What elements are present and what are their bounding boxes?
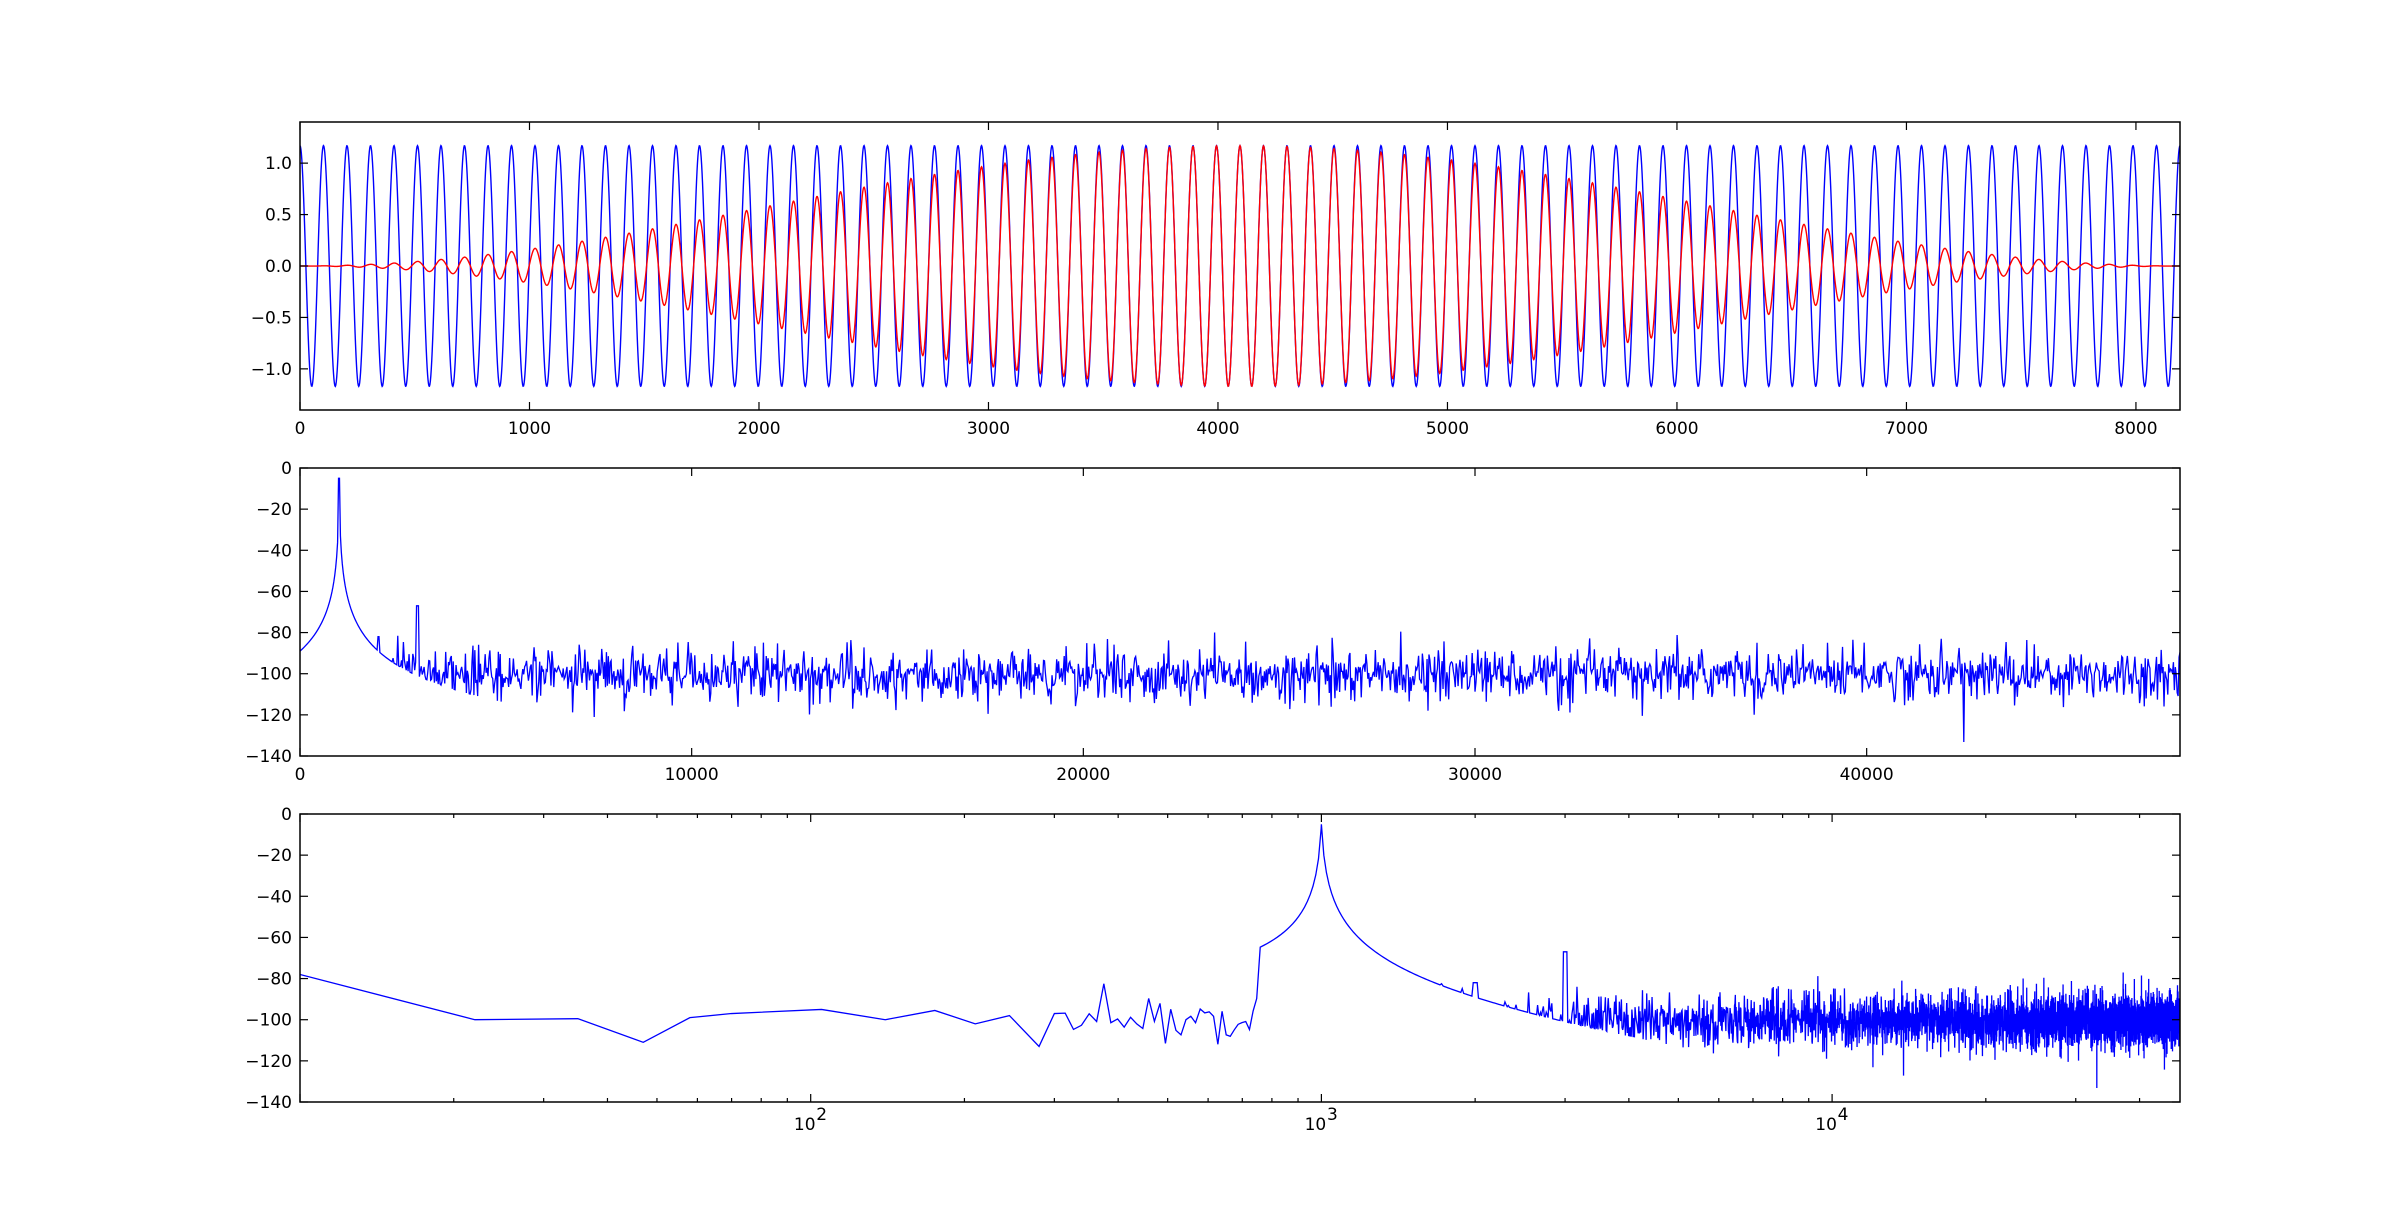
time-domain-panel: 0 1000 2000 3000 4000 5000 6000 7000 8000 1.0 0.5 0…	[251, 121, 2181, 439]
y-tick-label: −60	[256, 928, 292, 948]
x-tick-label: 2000	[737, 419, 780, 439]
axes-frame	[299, 121, 2181, 411]
y-tick-label: 0.0	[265, 257, 292, 277]
x-tick-label: 5000	[1426, 419, 1469, 439]
axes-frame	[299, 467, 2181, 757]
y-tick-label: 0	[281, 459, 292, 479]
x-tick-label: 8000	[2114, 419, 2157, 439]
x-tick-label: 0	[295, 765, 306, 785]
y-tick-label: −120	[245, 1052, 292, 1072]
y-tick-label: 0.5	[265, 206, 292, 226]
linear-spectrum-panel: 0 10000 20000 30000 40000 0 −20 −40 −60 −80 −100 −1…	[245, 459, 2181, 785]
x-tick-label: 1000	[508, 419, 551, 439]
x-tick-label: 30000	[1448, 765, 1502, 785]
y-tick-label: −100	[245, 665, 292, 685]
y-tick-label: −1.0	[251, 360, 292, 380]
y-tick-label: −80	[256, 970, 292, 990]
y-tick-label: −140	[245, 747, 292, 767]
y-tick-label: −40	[256, 887, 292, 907]
x-tick-label: 4000	[1196, 419, 1239, 439]
x-tick-label: 3000	[967, 419, 1010, 439]
y-tick-label: −20	[256, 500, 292, 520]
x-tick-exponent: 3	[1327, 1105, 1338, 1125]
x-tick-label: 40000	[1840, 765, 1894, 785]
series-sine	[300, 144, 2180, 388]
x-tick-label: 6000	[1655, 419, 1698, 439]
x-tick-label: 20000	[1056, 765, 1110, 785]
y-tick-label: −100	[245, 1011, 292, 1031]
y-tick-label: −60	[256, 582, 292, 602]
y-tick-label: −80	[256, 624, 292, 644]
log-spectrum-panel: 10 2 10 3 10 40−20−40−60−80−100−120−140	[245, 805, 2181, 1135]
y-tick-label: −140	[245, 1093, 292, 1113]
series-spectrum	[300, 477, 2180, 743]
x-tick-exponent: 2	[816, 1105, 827, 1125]
y-tick-label: −0.5	[251, 308, 292, 328]
y-tick-label: −120	[245, 706, 292, 726]
x-tick-label: 0	[295, 419, 306, 439]
x-tick-label: 7000	[1885, 419, 1928, 439]
y-tick-label: 1.0	[265, 154, 292, 174]
y-tick-label: −20	[256, 846, 292, 866]
y-tick-label: 0	[281, 805, 292, 825]
y-tick-label: −40	[256, 541, 292, 561]
x-tick-label: 10	[1815, 1115, 1837, 1135]
x-tick-label: 10	[1305, 1115, 1327, 1135]
series-windowed-sine	[300, 144, 2180, 388]
x-tick-exponent: 4	[1838, 1105, 1849, 1125]
x-tick-label: 10000	[665, 765, 719, 785]
x-tick-label: 10	[794, 1115, 816, 1135]
axes-frame	[299, 813, 2181, 1103]
series-spectrum-log	[300, 824, 2180, 1089]
